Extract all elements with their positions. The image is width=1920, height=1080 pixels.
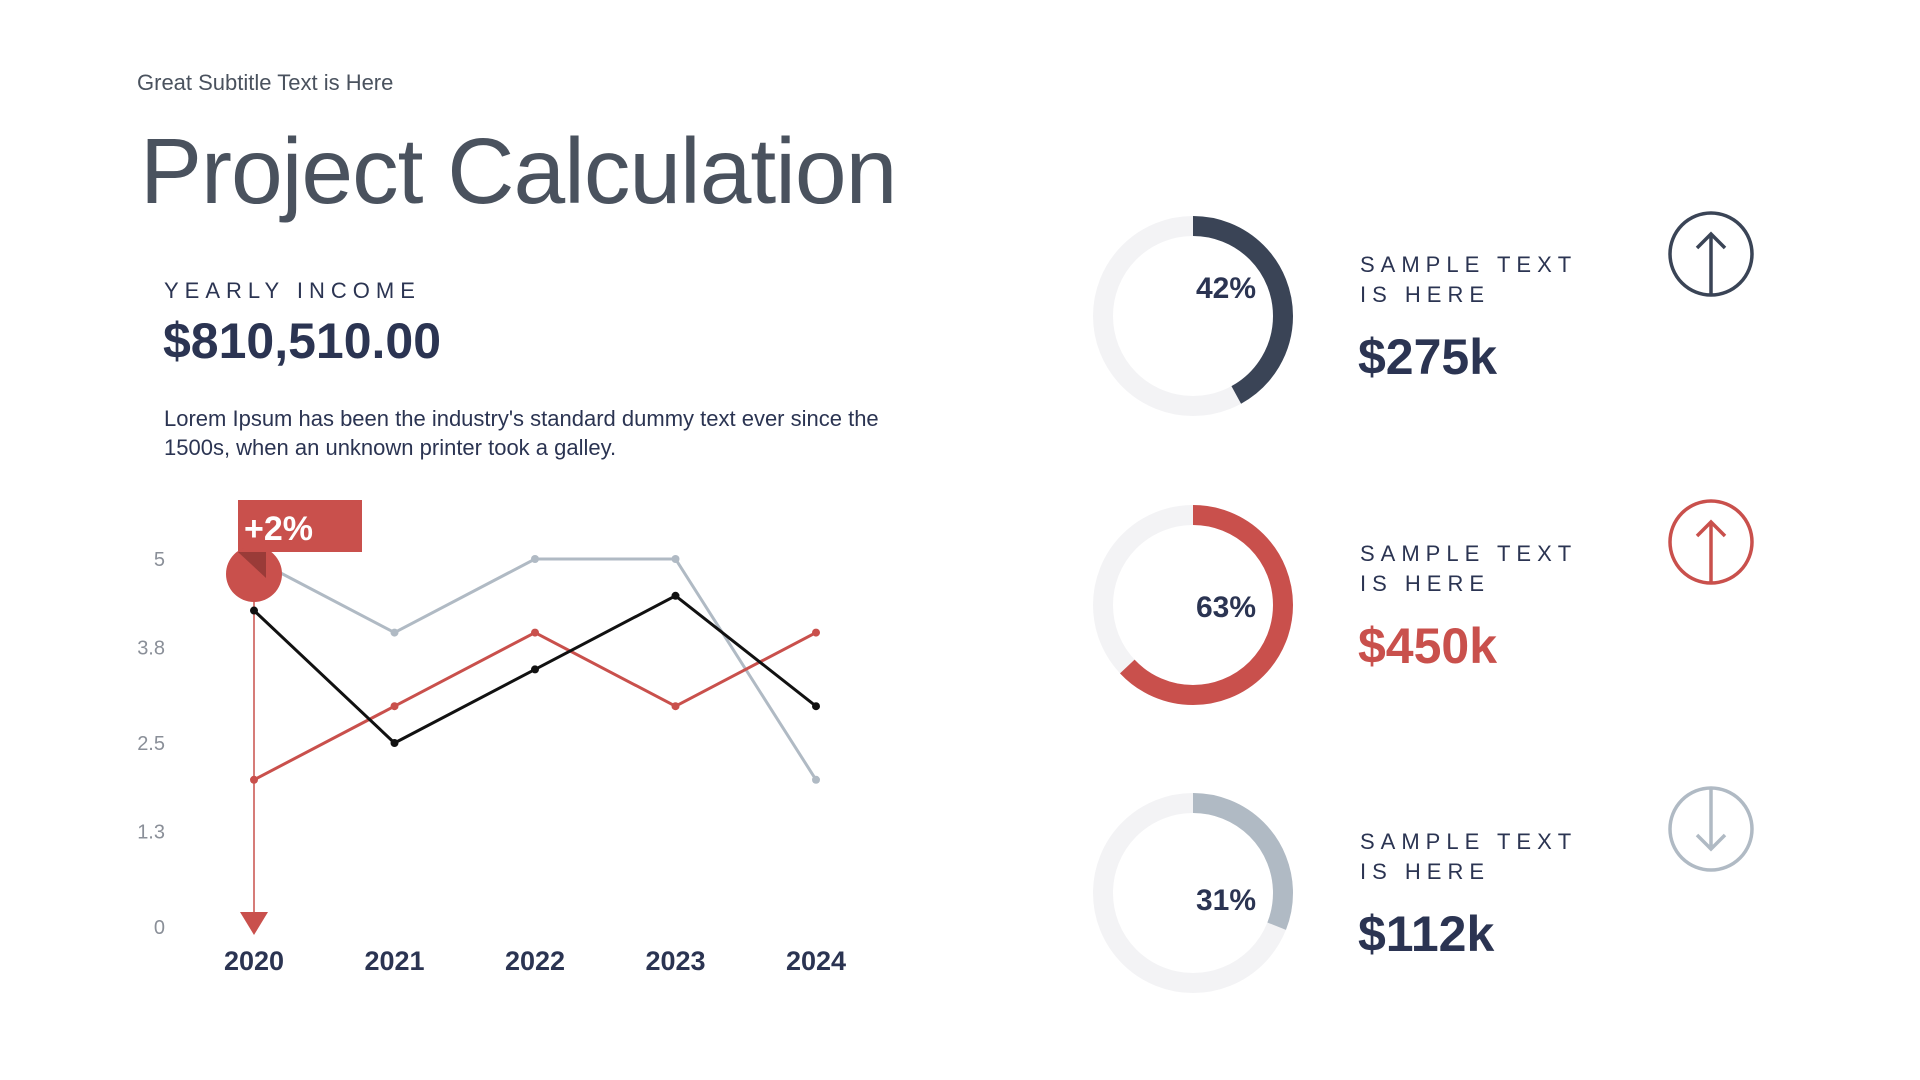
data-point [250,606,258,615]
x-tick-label: 2020 [224,946,284,976]
stat-value: $275k [1358,329,1498,385]
data-point [671,555,680,563]
subtitle: Great Subtitle Text is Here [137,70,394,95]
badge-fold [238,552,266,578]
data-point [531,628,539,637]
arrow-up-circle-icon [1668,211,1754,297]
data-point [812,775,820,784]
annotation-arrow [240,912,268,935]
donut-chart [1093,505,1293,705]
donut-percent: 42% [1196,272,1257,305]
data-point [250,775,258,784]
data-point [531,555,539,563]
description: Lorem Ipsum has been the industry's stan… [164,406,879,460]
stat-value: $112k [1358,906,1495,962]
stat-label-line: IS HERE [1360,859,1491,884]
yearly-income-value: $810,510.00 [163,313,442,369]
donut-fill [1093,505,1293,705]
data-point [390,739,399,747]
y-tick-label: 2.5 [137,733,165,755]
y-tick-label: 5 [154,549,165,571]
data-point [812,628,820,637]
arrow-up-circle-icon [1668,499,1754,585]
x-tick-label: 2022 [505,946,565,976]
data-point [390,702,399,711]
page-title: Project Calculation [140,119,897,223]
annotation-marker [226,546,282,602]
y-tick-label: 1.3 [137,821,165,843]
donut-fill [1093,793,1293,993]
x-tick-label: 2024 [786,946,846,976]
arrow-down-circle-icon [1668,786,1754,872]
donut-percent: 31% [1196,884,1257,917]
x-tick-label: 2021 [364,946,424,976]
stat-label-line: IS HERE [1360,571,1491,596]
data-point [671,591,680,600]
data-point [671,702,680,711]
x-tick-label: 2023 [645,946,705,976]
stat-label: SAMPLE TEXT IS HERE [1360,539,1577,599]
line-chart: 0 1.3 2.5 3.8 5 2020 2021 2022 2023 2024 +2% [137,500,846,976]
stat-label: SAMPLE TEXT IS HERE [1360,827,1577,887]
data-point [390,628,399,637]
donut-chart [1093,793,1293,993]
stat-label-line: SAMPLE TEXT [1360,252,1578,277]
data-point [531,665,539,674]
annotation-label: +2% [244,510,313,548]
y-tick-label: 0 [154,917,165,939]
donut-percent: 63% [1196,591,1257,624]
y-tick-label: 3.8 [137,637,165,659]
stat-label-line: IS HERE [1360,282,1491,307]
stat-label: SAMPLE TEXT IS HERE [1360,250,1577,310]
stat-label-line: SAMPLE TEXT [1360,541,1578,566]
data-point [812,702,820,711]
stat-label-line: SAMPLE TEXT [1360,829,1578,854]
donut-fill [1093,216,1293,416]
donut-chart [1093,216,1293,416]
yearly-income-label: YEARLY INCOME [164,278,421,303]
stat-value: $450k [1358,618,1498,674]
annotation-badge [238,500,362,552]
series-line-1 [253,630,817,782]
